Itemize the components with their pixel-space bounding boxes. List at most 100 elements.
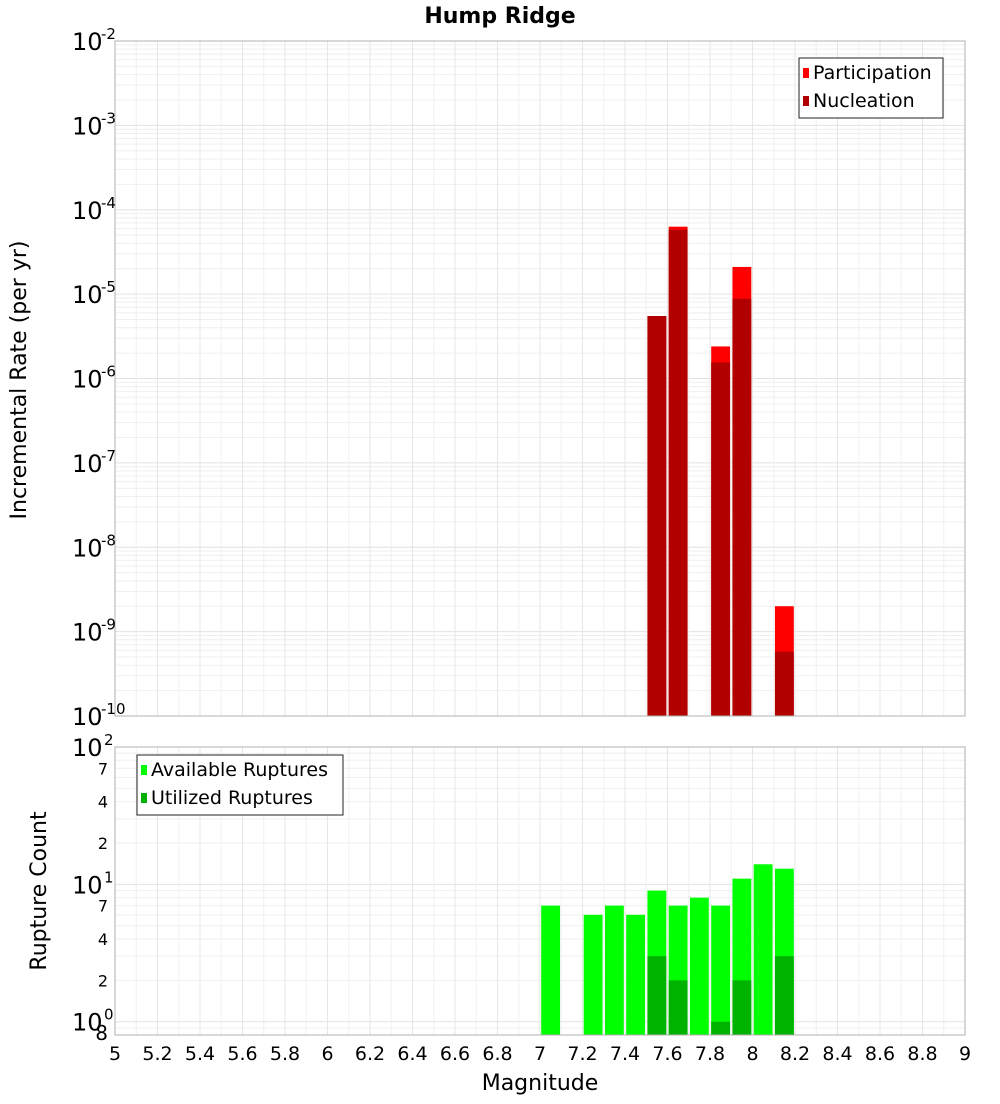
nucleation-bar <box>647 316 667 716</box>
legend-swatch <box>141 793 147 803</box>
utilized-ruptures-bar <box>732 980 752 1035</box>
magnitude-tick-label: 6.2 <box>355 1043 385 1065</box>
available-ruptures-bar <box>583 914 603 1035</box>
legend-swatch <box>803 96 809 106</box>
tick-exponent: -2 <box>101 25 116 43</box>
magnitude-tick-label: 8.4 <box>822 1043 852 1065</box>
available-ruptures-bar <box>711 905 731 1035</box>
count-minor-tick-label: 4 <box>98 793 108 812</box>
legend-label: Nucleation <box>813 90 915 112</box>
tick-base: 10 <box>72 366 103 394</box>
magnitude-tick-label: 5.8 <box>270 1043 300 1065</box>
magnitude-axis-label: Magnitude <box>482 1071 599 1096</box>
utilized-ruptures-bar <box>668 980 688 1035</box>
nucleation-bar <box>711 362 731 716</box>
tick-exponent: -6 <box>101 363 116 381</box>
count-tick-label: 10 2 <box>72 731 114 762</box>
count-minor-tick-label: 2 <box>98 971 108 990</box>
tick-base: 10 <box>72 1009 103 1037</box>
legend-label: Utilized Ruptures <box>151 787 313 809</box>
rate-tick-label: 10-2 <box>72 25 116 56</box>
magnitude-tick-label: 7.8 <box>695 1043 725 1065</box>
rate-legend: Participation Nucleation <box>798 57 944 119</box>
count-minor-tick-label: 2 <box>98 834 108 853</box>
utilized-ruptures-bars <box>647 956 794 1035</box>
magnitude-tick-label: 8.2 <box>780 1043 810 1065</box>
magnitude-tick-label: 5 <box>109 1043 121 1065</box>
legend-swatch <box>803 68 809 78</box>
tick-base: 10 <box>72 112 103 140</box>
nucleation-bar <box>732 298 752 716</box>
tick-exponent: -3 <box>101 109 116 127</box>
tick-exponent: -8 <box>101 531 116 549</box>
tick-base: 10 <box>72 619 103 647</box>
tick-base: 10 <box>72 28 103 56</box>
magnitude-tick-label: 7.6 <box>652 1043 682 1065</box>
magnitude-tick-label: 5.2 <box>142 1043 172 1065</box>
rate-tick-label: 10-8 <box>72 531 116 562</box>
count-legend: Available Ruptures Utilized Ruptures <box>136 754 344 816</box>
tick-exponent: -10 <box>101 700 126 718</box>
rate-tick-label: 10-9 <box>72 616 116 647</box>
chart-title: Hump Ridge <box>424 4 575 29</box>
legend-label: Available Ruptures <box>151 759 328 781</box>
tick-exponent: 0 <box>104 1006 114 1024</box>
magnitude-tick-label: 7 <box>534 1043 546 1065</box>
rate-tick-label: 10-10 <box>72 700 126 731</box>
utilized-ruptures-bar <box>711 1021 731 1035</box>
nucleation-bars <box>647 229 794 717</box>
magnitude-tick-label: 7.2 <box>567 1043 597 1065</box>
rate-tick-label: 10-5 <box>72 278 116 309</box>
magnitude-tick-label: 6.6 <box>440 1043 470 1065</box>
tick-base: 10 <box>72 450 103 478</box>
legend-label: Participation <box>813 62 932 84</box>
tick-exponent: -4 <box>101 194 116 212</box>
rate-plot-border <box>114 40 966 717</box>
tick-base: 10 <box>72 734 103 762</box>
magnitude-tick-label: 8 <box>746 1043 758 1065</box>
magnitude-tick-label: 6 <box>321 1043 333 1065</box>
available-ruptures-bar <box>753 864 773 1035</box>
tick-exponent: -5 <box>101 278 116 296</box>
utilized-ruptures-bar <box>774 956 794 1035</box>
magnitude-gridlines <box>114 41 966 1035</box>
tick-base: 10 <box>72 871 103 899</box>
tick-exponent: 1 <box>104 868 114 886</box>
count-minor-tick-label: 8 <box>95 1021 108 1045</box>
legend-box <box>136 754 344 816</box>
nucleation-bar <box>774 651 794 716</box>
tick-exponent: -7 <box>101 447 116 465</box>
tick-base: 10 <box>72 703 103 731</box>
count-minor-tick-label: 7 <box>98 759 108 778</box>
rate-tick-label: 10-6 <box>72 363 116 394</box>
magnitude-tick-label: 5.6 <box>227 1043 257 1065</box>
legend-box <box>798 57 944 119</box>
magnitude-tick-label: 6.8 <box>482 1043 512 1065</box>
count-axis-label: Rupture Count <box>27 811 52 971</box>
rate-axis-label: Incremental Rate (per yr) <box>7 241 32 520</box>
magnitude-tick-label: 8.6 <box>865 1043 895 1065</box>
count-minor-tick-label: 4 <box>98 930 108 949</box>
count-minor-tick-label: 7 <box>98 897 108 916</box>
rate-tick-label: 10-4 <box>72 194 116 225</box>
count-plot-border <box>114 746 966 1036</box>
legend-swatch <box>141 765 147 775</box>
count-tick-label: 10 0 <box>72 1006 114 1037</box>
magnitude-tick-label: 7.4 <box>610 1043 640 1065</box>
nucleation-bar <box>668 229 688 717</box>
available-ruptures-bar <box>541 905 561 1035</box>
rate-tick-label: 10-7 <box>72 447 116 478</box>
tick-base: 10 <box>72 281 103 309</box>
magnitude-tick-label: 8.8 <box>907 1043 937 1065</box>
count-tick-label: 10 1 <box>72 868 114 899</box>
tick-base: 10 <box>72 534 103 562</box>
available-ruptures-bar <box>604 905 624 1035</box>
magnitude-tick-label: 9 <box>959 1043 971 1065</box>
available-ruptures-bar <box>626 914 646 1035</box>
tick-exponent: -9 <box>101 616 116 634</box>
rate-tick-label: 10-3 <box>72 109 116 140</box>
tick-base: 10 <box>72 197 103 225</box>
tick-exponent: 2 <box>104 731 114 749</box>
